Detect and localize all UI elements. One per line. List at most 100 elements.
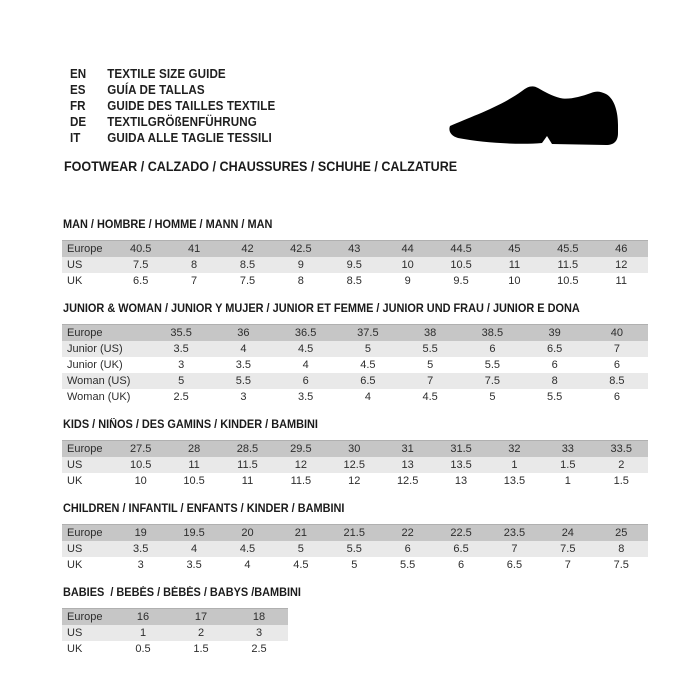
- row-label-cell: Europe: [67, 527, 103, 539]
- size-cell: 22.5: [450, 527, 472, 539]
- table-header-row: Europe 35.5 36 36.5 37.5 38 38.5 39 40: [62, 324, 648, 341]
- size-cell: 8: [191, 259, 198, 271]
- size-cell: 31: [401, 443, 414, 455]
- size-cell: 12.5: [343, 459, 365, 471]
- table-header-row: Europe 27.5 28 28.5 29.5 30 31 31.5 32 33 33.5: [62, 440, 648, 457]
- size-cell: 7: [613, 343, 620, 355]
- size-table-babies: Europe 16 17 18 US 1 2 3 UK 0.5 1.5 2.5: [62, 608, 288, 657]
- size-cell: 6.5: [506, 559, 523, 571]
- size-cell: 10.5: [129, 459, 152, 471]
- size-cell: 12: [294, 459, 307, 471]
- size-cell: 8: [618, 543, 625, 555]
- size-cell: 21.5: [343, 527, 365, 539]
- language-title: GUÍA DE TALLAS: [107, 83, 205, 97]
- size-cell: 5: [297, 543, 304, 555]
- language-code: ES: [70, 83, 86, 97]
- row-label-cell: US: [67, 259, 83, 271]
- row-label-cell: US: [67, 459, 83, 471]
- size-cell: 12: [615, 259, 628, 271]
- size-cell: 2.5: [251, 643, 267, 655]
- table-row: UK 0.5 1.5 2.5: [62, 641, 288, 657]
- size-cell: 2.5: [173, 391, 189, 403]
- size-cell: 28.5: [236, 443, 259, 455]
- table-row: US 10.5 11 11.5 12 12.5 13 13.5 1 1.5 2: [62, 457, 648, 473]
- size-cell: 9.5: [346, 259, 362, 271]
- size-cell: 21: [294, 527, 307, 539]
- size-cell: 8.5: [346, 275, 362, 287]
- size-cell: 7.5: [613, 559, 629, 571]
- size-cell: 36: [237, 327, 250, 339]
- size-cell: 6: [551, 359, 558, 371]
- size-cell: 16: [136, 611, 150, 623]
- size-cell: 41: [187, 243, 201, 255]
- size-cell: 4.5: [297, 343, 314, 355]
- table-row: Junior (US) 3.5 4 4.5 5 5.5 6 6.5 7: [62, 341, 648, 357]
- size-cell: 1: [564, 475, 571, 487]
- size-cell: 6.5: [453, 543, 469, 555]
- size-cell: 7: [427, 375, 434, 387]
- size-cell: 8.5: [239, 259, 256, 271]
- size-cell: 7: [191, 275, 198, 287]
- row-label-cell: UK: [67, 559, 83, 571]
- size-cell: 3.5: [297, 391, 314, 403]
- size-cell: 5: [489, 391, 496, 403]
- size-cell: 10.5: [183, 475, 205, 487]
- table-header-row: Europe 40.5 41 42 42.5 43 44 44.5 45 45.5 46: [62, 240, 648, 257]
- table-row: UK 3 3.5 4 4.5 5 5.5 6 6.5 7 7.5: [62, 557, 648, 573]
- size-cell: 5.5: [422, 343, 438, 355]
- size-cell: 7.5: [239, 275, 256, 287]
- row-label-cell: US: [67, 627, 83, 639]
- section-man: MAN / HOMBRE / HOMME / MANN / MAN Europe…: [62, 218, 648, 289]
- size-cell: 22: [401, 527, 414, 539]
- size-cell: 43: [348, 243, 361, 255]
- row-label-cell: US: [67, 543, 83, 555]
- language-code: DE: [70, 115, 87, 129]
- row-label-cell: UK: [67, 475, 83, 487]
- language-row-es: ES GUÍA DE TALLAS: [70, 82, 275, 98]
- size-cell: 46: [615, 243, 628, 255]
- size-cell: 37.5: [357, 327, 379, 339]
- row-label-cell: UK: [67, 643, 83, 655]
- size-cell: 12.5: [396, 475, 419, 487]
- size-cell: 10.5: [450, 259, 472, 271]
- table-title-children: CHILDREN / INFANTIL / ENFANTS / KINDER /…: [63, 503, 345, 515]
- size-cell: 13: [401, 459, 414, 471]
- section-babies: BABIES / BEBÉS / BÉBÉS / BABYS /BAMBINI …: [62, 586, 648, 657]
- size-cell: 10: [508, 275, 521, 287]
- row-label-cell: Woman (UK): [67, 391, 131, 403]
- size-cell: 3: [255, 627, 263, 639]
- size-cell: 38.5: [481, 327, 504, 339]
- section-junior-woman: JUNIOR & WOMAN / JUNIOR Y MUJER / JUNIOR…: [62, 302, 648, 405]
- size-cell: 19.5: [183, 527, 205, 539]
- size-cell: 11: [508, 259, 521, 271]
- table-row: Junior (UK) 3 3.5 4 4.5 5 5.5 6 6: [62, 357, 648, 373]
- shoe-silhouette-path: [449, 86, 618, 145]
- size-cell: 27.5: [129, 443, 152, 455]
- size-cell: 11: [241, 475, 254, 487]
- size-cell: 8.5: [609, 375, 625, 387]
- language-list: EN TEXTILE SIZE GUIDE ES GUÍA DE TALLAS …: [70, 66, 291, 146]
- table-title-babies: BABIES / BEBÉS / BÉBÉS / BABYS /BAMBINI: [63, 587, 301, 599]
- size-cell: 1: [139, 627, 147, 639]
- size-cell: 3: [178, 359, 185, 371]
- size-table-junior-woman: Europe 35.5 36 36.5 37.5 38 38.5 39 40 Junior (US…: [62, 324, 648, 405]
- size-cell: 7: [564, 559, 571, 571]
- size-cell: 28: [187, 443, 201, 455]
- size-cell: 13.5: [503, 475, 526, 487]
- language-title: TEXTILGRÖßENFÜHRUNG: [107, 115, 257, 129]
- size-cell: 24: [561, 527, 574, 539]
- size-cell: 6: [613, 391, 620, 403]
- row-label-cell: UK: [67, 275, 83, 287]
- table-row: UK 6.5 7 7.5 8 8.5 9 9.5 10 10.5 11: [62, 273, 648, 289]
- language-row-fr: FR GUIDE DES TAILLES TEXTILE: [70, 98, 275, 114]
- size-cell: 4: [240, 343, 247, 355]
- size-tables: MAN / HOMBRE / HOMME / MANN / MAN Europe…: [62, 218, 648, 670]
- size-cell: 4: [302, 359, 309, 371]
- size-cell: 4: [191, 543, 198, 555]
- size-cell: 23.5: [503, 527, 526, 539]
- size-cell: 11.5: [237, 459, 258, 471]
- size-cell: 12: [348, 475, 361, 487]
- size-cell: 6: [457, 559, 465, 571]
- table-row: US 7.5 8 8.5 9 9.5 10 10.5 11 11.5 12: [62, 257, 648, 273]
- size-cell: 7.5: [560, 543, 576, 555]
